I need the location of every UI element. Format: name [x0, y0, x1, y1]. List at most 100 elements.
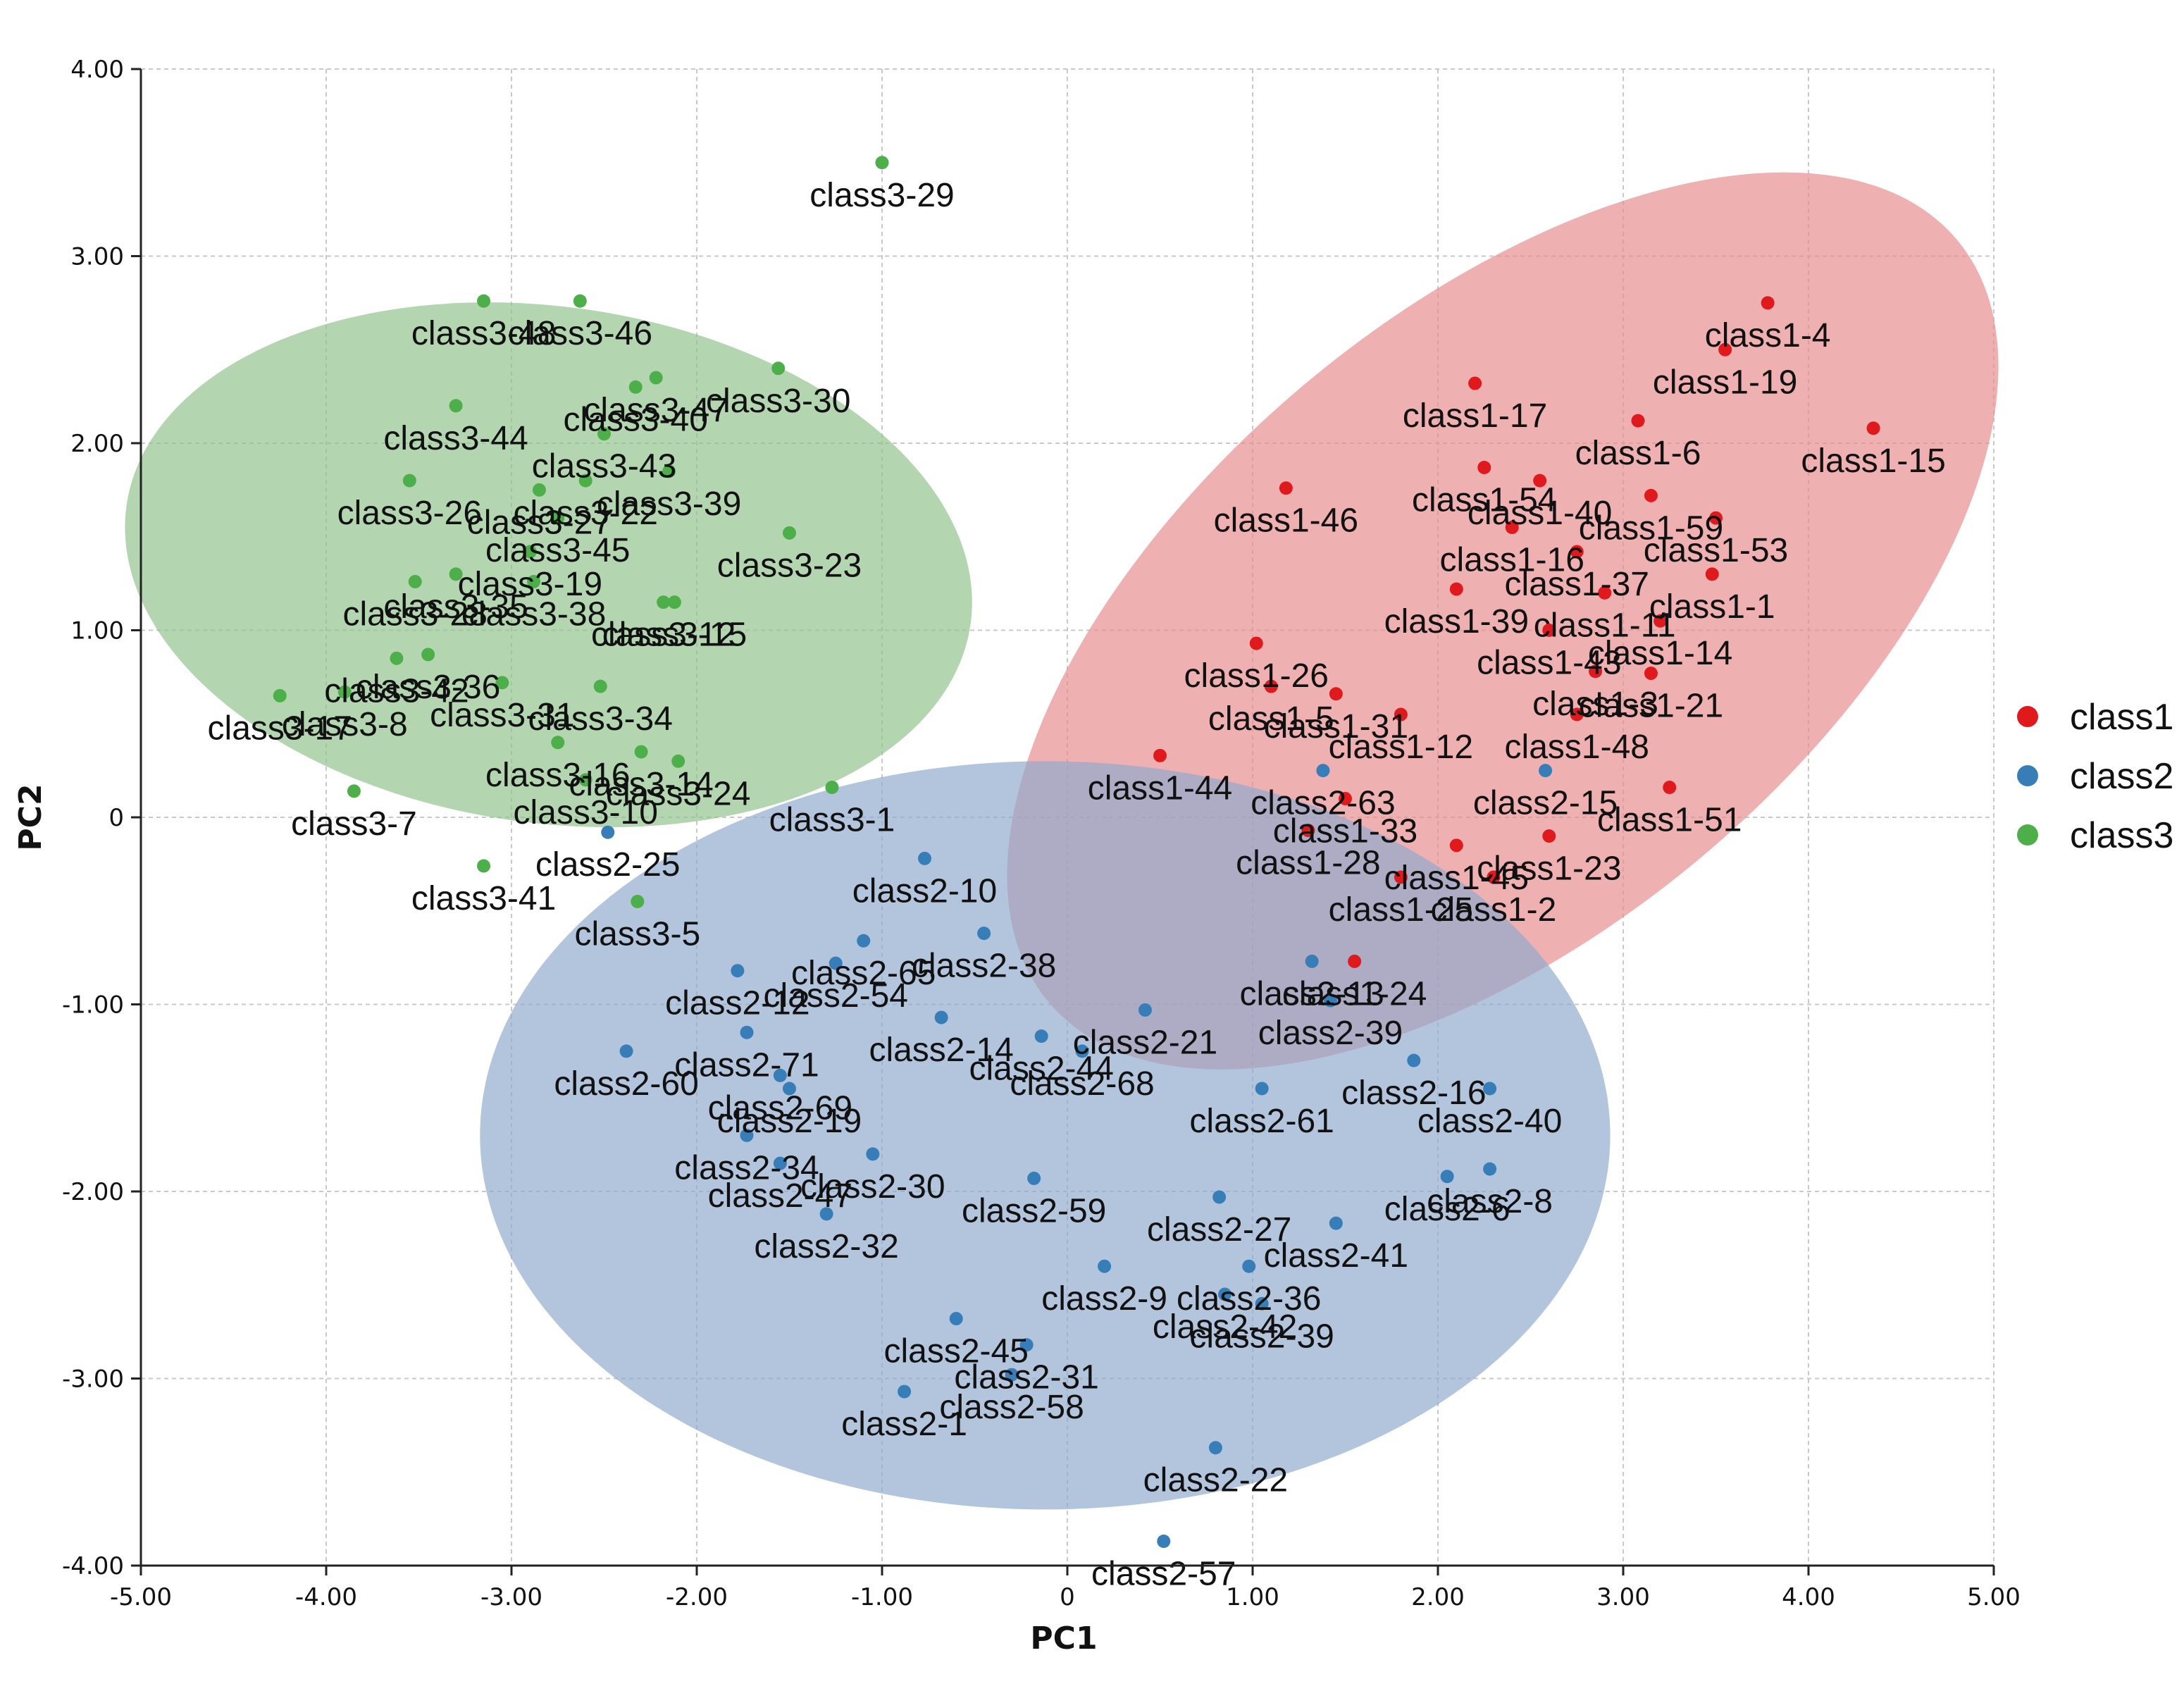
- x-tick-label: -5.00: [110, 1583, 172, 1611]
- point-label: class2-16: [1341, 1074, 1486, 1112]
- class1-point: [1533, 473, 1547, 488]
- class1-point: [1153, 748, 1167, 762]
- class2-point: [773, 1156, 787, 1170]
- class3-point: [597, 427, 611, 441]
- class2-point: [783, 1082, 796, 1096]
- class1-legend-label: class1: [2070, 697, 2173, 738]
- class3-point: [527, 574, 541, 588]
- point-label: class1-39: [1384, 603, 1529, 640]
- y-tick-label: 1.00: [70, 617, 124, 645]
- class3-point: [578, 773, 592, 787]
- class2-point: [1212, 1190, 1227, 1204]
- point-label: class2-31: [954, 1359, 1098, 1396]
- point-label: class3-26: [337, 495, 482, 532]
- point-label: class2-39: [1189, 1318, 1334, 1355]
- class2-point: [1208, 1441, 1222, 1455]
- class3-point: [825, 781, 839, 795]
- class2-point: [857, 934, 871, 948]
- point-label: class1-5: [1208, 700, 1334, 738]
- point-label: class1-6: [1575, 435, 1701, 472]
- point-label: class3-5: [574, 915, 700, 953]
- class2-point: [1483, 1082, 1497, 1096]
- class1-point: [1653, 614, 1668, 628]
- class2-point: [866, 1147, 880, 1161]
- class2-legend-marker: [2017, 765, 2038, 786]
- point-label: class1-40: [1468, 495, 1612, 532]
- point-label: class3-43: [532, 448, 676, 485]
- point-label: class1-46: [1214, 502, 1358, 540]
- class3-point: [649, 371, 663, 385]
- point-label: class2-22: [1143, 1462, 1288, 1499]
- class2-point: [934, 1010, 948, 1024]
- class2-point: [1075, 1044, 1089, 1058]
- class3-point: [273, 688, 287, 702]
- class3-point: [551, 511, 565, 525]
- class2-point: [1329, 1216, 1343, 1230]
- class1-point: [1449, 582, 1463, 596]
- point-label: class3-41: [411, 880, 556, 917]
- y-tick-label: -4.00: [62, 1552, 124, 1580]
- class1-point: [1394, 707, 1408, 721]
- class2-point: [1255, 1296, 1269, 1311]
- point-label: class2-32: [754, 1228, 898, 1265]
- point-label: class2-41: [1264, 1237, 1408, 1275]
- class3-point: [631, 894, 645, 908]
- class1-legend-marker: [2017, 706, 2038, 727]
- point-label: class3-10: [513, 794, 657, 831]
- point-label: class3-31: [430, 697, 574, 734]
- class2-point: [829, 956, 843, 970]
- class2-point: [601, 825, 615, 839]
- point-label: class2-13: [1239, 975, 1384, 1012]
- point-label: class2-25: [535, 846, 680, 884]
- point-label: class1-48: [1505, 729, 1649, 766]
- point-label: class2-54: [764, 977, 908, 1015]
- point-label: class2-1: [841, 1406, 967, 1443]
- class2-point: [1539, 764, 1553, 778]
- y-tick-label: 4.00: [70, 56, 124, 84]
- point-label: class2-71: [674, 1046, 819, 1084]
- class1-point: [1339, 791, 1352, 805]
- point-label: class3-22: [513, 495, 657, 532]
- class1-point: [1705, 567, 1719, 581]
- class2-point: [1407, 1053, 1421, 1067]
- y-tick-label: 2.00: [70, 430, 124, 458]
- y-axis-title: PC2: [13, 783, 49, 850]
- point-label: class1-11: [1534, 607, 1676, 644]
- class3-point: [449, 567, 463, 581]
- class1-point: [1505, 520, 1519, 534]
- class3-point: [347, 784, 361, 798]
- class2-point: [917, 851, 931, 865]
- point-label: class3-8: [282, 706, 408, 743]
- class1-point: [1570, 707, 1584, 721]
- class3-legend-label: class3: [2070, 815, 2173, 856]
- class2-point: [1440, 1170, 1454, 1184]
- x-tick-label: -3.00: [480, 1583, 542, 1611]
- point-label: class2-6: [1384, 1191, 1510, 1228]
- point-label: class2-58: [939, 1389, 1084, 1426]
- point-label: class2-19: [717, 1103, 862, 1140]
- point-label: class1-54: [1412, 482, 1556, 519]
- point-label: class1-14: [1588, 635, 1732, 672]
- class2-point: [819, 1207, 833, 1221]
- class2-point: [1034, 1029, 1048, 1043]
- class2-point: [1005, 1368, 1019, 1382]
- class3-point: [628, 380, 643, 394]
- x-tick-label: 0: [1060, 1583, 1075, 1611]
- class2-point: [898, 1385, 912, 1399]
- point-label: class2-44: [969, 1051, 1113, 1088]
- point-label: class3-39: [597, 485, 741, 523]
- axes: -5.00 -4.00 -3.00 -2.00 -1.00 0 1.00 2.00 3.00 4.…: [62, 56, 2021, 1611]
- point-label: class1-51: [1597, 802, 1742, 839]
- class3-point: [662, 464, 676, 478]
- class1-point: [1329, 687, 1343, 701]
- class2-point: [740, 1128, 754, 1142]
- point-label: class2-45: [883, 1333, 1028, 1370]
- class2-point: [1323, 993, 1337, 1008]
- point-label: class3-24: [606, 775, 750, 812]
- point-label: class2-10: [852, 872, 997, 910]
- class1-point: [1487, 870, 1501, 884]
- point-label: class1-17: [1403, 397, 1547, 435]
- class3-point: [657, 595, 671, 609]
- x-tick-label: 4.00: [1782, 1583, 1835, 1611]
- class2-point: [1157, 1534, 1171, 1548]
